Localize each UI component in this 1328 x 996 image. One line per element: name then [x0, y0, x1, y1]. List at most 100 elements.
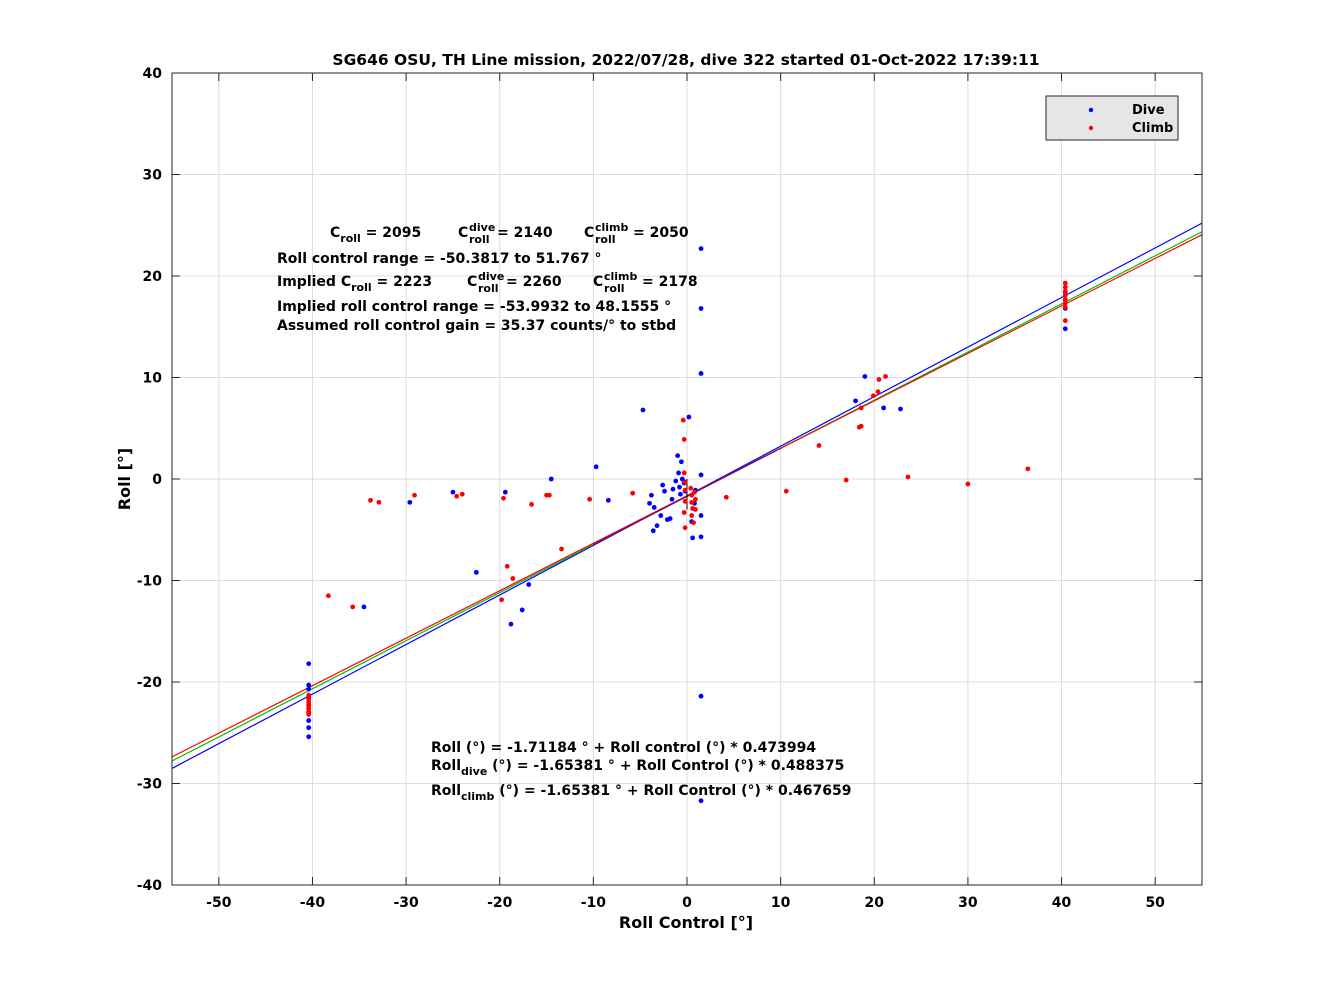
y-tick-label: 10: [143, 371, 163, 387]
x-tick-label: 40: [1052, 895, 1072, 911]
data-point-climb: [689, 499, 695, 505]
svg-text:C: C: [593, 274, 603, 290]
data-point-climb: [682, 479, 688, 485]
data-points: [306, 246, 1068, 804]
annotation-c-roll-climb: C climb roll = 2050: [584, 221, 689, 246]
data-point-climb: [816, 443, 822, 448]
data-point-climb: [501, 495, 506, 501]
legend-marker-climb: [1088, 125, 1094, 131]
x-tick-label: -10: [581, 895, 607, 911]
svg-text:roll: roll: [478, 282, 499, 295]
x-tick-label: -20: [487, 895, 513, 911]
data-point-dive: [605, 497, 611, 503]
annotation-c-roll: Croll = 2095: [330, 225, 421, 245]
svg-text:roll: roll: [469, 233, 490, 246]
data-point-climb: [350, 604, 356, 610]
data-point-climb: [1062, 284, 1068, 290]
data-point-dive: [593, 464, 599, 470]
data-point-climb: [454, 493, 460, 499]
data-point-climb: [510, 576, 516, 581]
y-tick-label: -10: [137, 574, 163, 590]
data-point-dive: [678, 491, 683, 497]
data-point-climb: [1062, 292, 1068, 298]
data-point-dive: [306, 686, 312, 692]
svg-text:dive: dive: [469, 221, 495, 234]
legend-label-climb: Climb: [1132, 121, 1173, 136]
annotation-range: Roll control range = -50.3817 to 51.767 …: [277, 251, 602, 267]
data-point-climb: [559, 546, 564, 552]
x-tick-label: -50: [206, 895, 232, 911]
x-tick-label: 30: [958, 895, 978, 911]
svg-text:roll: roll: [595, 233, 616, 246]
data-point-climb: [306, 692, 312, 698]
annotation-fit-climb: Rollclimb (°) = -1.65381 ° + Roll Contro…: [431, 783, 851, 803]
data-point-climb: [306, 712, 312, 717]
data-point-dive: [361, 604, 367, 610]
fit-lines: [171, 222, 1203, 769]
y-tick-label: -20: [137, 675, 163, 691]
annotation-c-roll-dive: C dive roll = 2140: [458, 221, 553, 246]
data-point-climb: [368, 497, 373, 503]
data-point-dive: [690, 535, 696, 541]
data-point-climb: [691, 520, 696, 526]
y-tick-label: 30: [143, 168, 163, 184]
svg-text:= 2260: = 2260: [506, 274, 562, 290]
svg-text:C: C: [467, 274, 477, 290]
data-point-dive: [526, 582, 532, 587]
data-point-dive: [306, 661, 312, 667]
data-point-dive: [670, 486, 676, 492]
data-point-climb: [682, 487, 688, 493]
svg-text:dive: dive: [478, 270, 504, 283]
data-point-climb: [681, 437, 687, 442]
data-point-dive: [853, 398, 858, 404]
data-point-climb: [499, 597, 504, 603]
svg-text:climb: climb: [604, 270, 638, 283]
data-point-dive: [673, 478, 679, 484]
x-tick-label: 20: [865, 895, 885, 911]
data-point-dive: [898, 406, 903, 412]
data-point-dive: [881, 405, 887, 411]
data-point-climb: [1025, 466, 1031, 472]
annotation-fit-all: Roll (°) = -1.71184 ° + Roll control (°)…: [431, 740, 816, 756]
data-point-dive: [686, 414, 692, 420]
data-point-climb: [693, 507, 698, 512]
data-point-climb: [723, 494, 729, 500]
data-point-dive: [862, 374, 868, 379]
data-point-dive: [407, 499, 413, 505]
data-point-dive: [698, 246, 704, 251]
data-point-climb: [688, 485, 694, 491]
data-point-dive: [306, 725, 312, 731]
x-tick-label: 10: [771, 895, 791, 911]
svg-text:= 2050: = 2050: [633, 225, 689, 241]
data-point-climb: [783, 488, 789, 494]
data-point-climb: [682, 525, 688, 531]
annotation-implied-c-roll: Implied Croll = 2223: [277, 274, 432, 294]
data-point-climb: [1062, 305, 1068, 310]
data-point-climb: [681, 470, 687, 476]
data-point-dive: [698, 306, 704, 311]
annotation-fit-dive: Rolldive (°) = -1.65381 ° + Roll Control…: [431, 758, 844, 778]
data-point-climb: [883, 374, 888, 379]
y-axis-label: Roll [°]: [115, 448, 134, 510]
data-point-climb: [682, 498, 688, 504]
data-point-dive: [647, 500, 652, 506]
y-tick-label: -40: [137, 878, 163, 894]
data-point-climb: [689, 513, 695, 518]
data-point-climb: [1062, 301, 1068, 306]
data-point-dive: [658, 513, 664, 518]
data-point-climb: [1062, 296, 1068, 302]
data-point-dive: [306, 682, 312, 688]
svg-text:C: C: [584, 225, 594, 241]
data-point-dive: [1062, 326, 1068, 332]
data-point-climb: [376, 499, 382, 505]
annotation-implied-c-roll-climb: C climb roll = 2178: [593, 270, 698, 295]
svg-text:roll: roll: [604, 282, 625, 295]
x-tick-label: 50: [1145, 895, 1165, 911]
y-tick-label: -30: [137, 777, 163, 793]
data-point-climb: [858, 405, 864, 411]
data-point-dive: [698, 798, 704, 804]
data-point-dive: [654, 523, 660, 529]
data-point-climb: [1062, 288, 1068, 294]
data-point-dive: [698, 371, 704, 376]
